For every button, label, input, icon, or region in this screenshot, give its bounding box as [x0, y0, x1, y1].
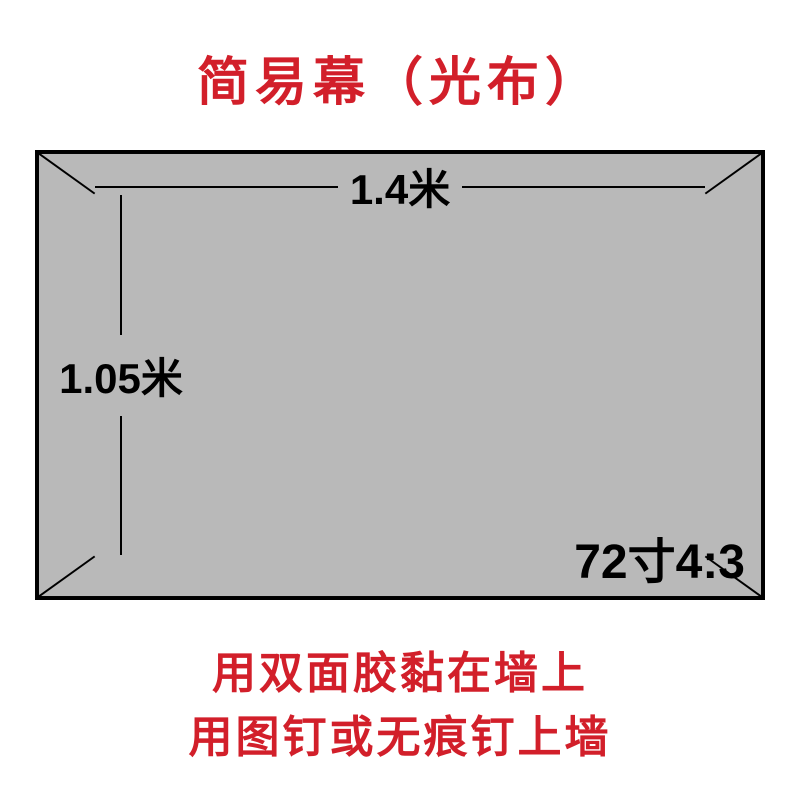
mounting-instructions: 用双面胶黏在墙上 用图钉或无痕钉上墙 — [0, 642, 800, 770]
product-title: 简易幕（光布） — [0, 40, 800, 115]
width-label: 1.4米 — [346, 156, 454, 217]
screen-size-label: 72寸4:3 — [574, 522, 745, 592]
instruction-line-1: 用双面胶黏在墙上 — [0, 642, 800, 706]
height-line-top — [120, 195, 122, 335]
height-line-bottom — [120, 416, 122, 556]
instruction-line-2: 用图钉或无痕钉上墙 — [0, 706, 800, 770]
screen-diagram: 1.4米 1.05米 72寸4:3 — [35, 150, 765, 600]
width-line-right — [462, 186, 705, 188]
height-dimension: 1.05米 — [41, 150, 201, 600]
height-label: 1.05米 — [53, 341, 189, 410]
